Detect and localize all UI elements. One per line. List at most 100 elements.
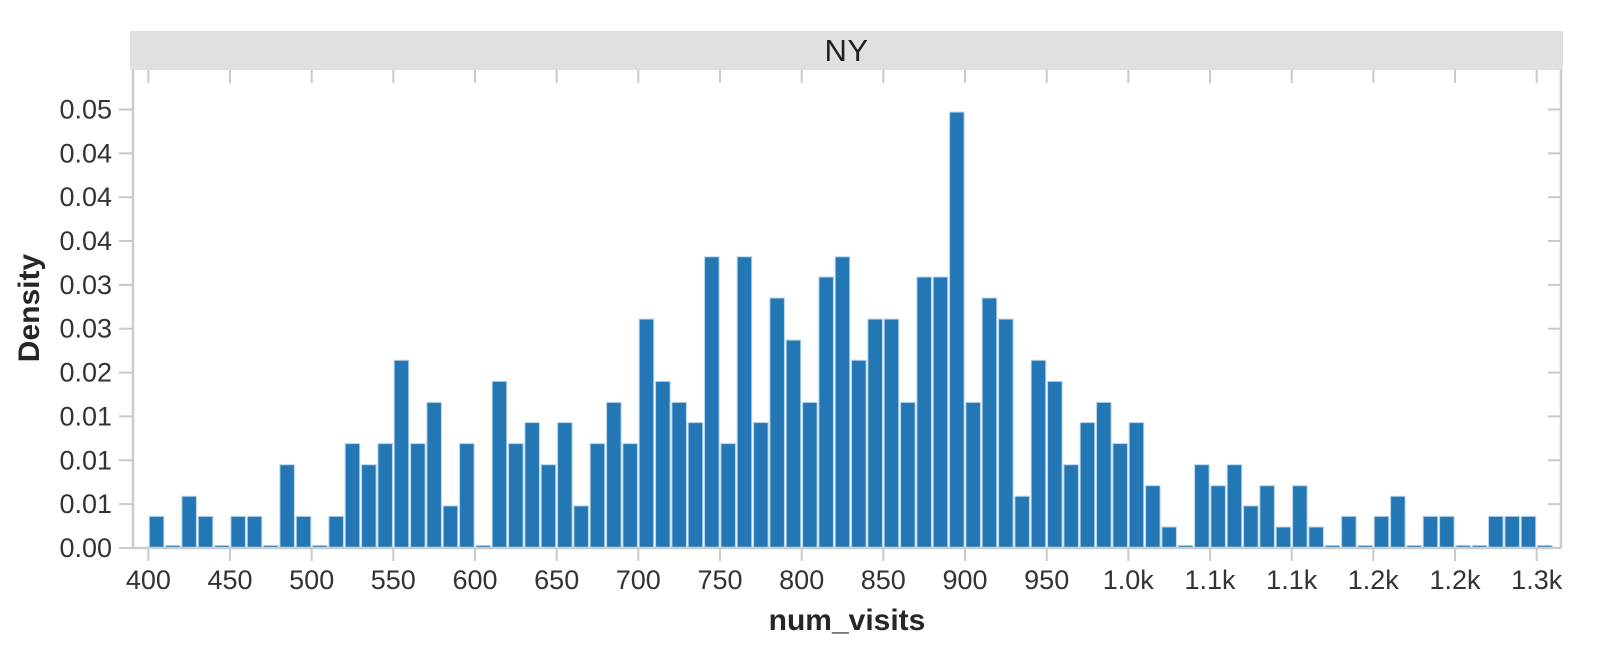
- histogram-bar[interactable]: [1063, 464, 1079, 549]
- histogram-bar[interactable]: [442, 505, 459, 549]
- histogram-bar[interactable]: [769, 297, 785, 549]
- histogram-bar[interactable]: [246, 515, 263, 549]
- histogram-bar[interactable]: [1341, 515, 1357, 549]
- histogram-bar[interactable]: [981, 297, 998, 549]
- histogram-bar[interactable]: [900, 401, 916, 549]
- histogram-bar[interactable]: [1112, 443, 1128, 549]
- histogram-bar[interactable]: [1259, 485, 1275, 549]
- x-tick-label: 900: [942, 565, 987, 595]
- y-axis-title: Density: [13, 253, 46, 363]
- y-tick-label: 0.05: [59, 95, 112, 125]
- x-tick-label: 650: [534, 565, 579, 595]
- histogram-bar[interactable]: [1308, 526, 1324, 549]
- histogram-bar[interactable]: [736, 256, 753, 549]
- histogram-bar[interactable]: [802, 401, 818, 549]
- histogram-bar[interactable]: [687, 422, 704, 549]
- y-tick-label: 0.03: [59, 270, 112, 300]
- y-tick-label: 0.02: [59, 358, 112, 388]
- histogram-bar[interactable]: [622, 443, 638, 549]
- histogram-bar[interactable]: [1422, 515, 1439, 549]
- histogram-bar[interactable]: [851, 359, 867, 549]
- x-tick-label: 1.1k: [1184, 565, 1236, 595]
- y-tick-label: 0.04: [59, 138, 112, 168]
- histogram-bar[interactable]: [540, 464, 557, 549]
- histogram-bar[interactable]: [491, 380, 508, 549]
- histogram-bar[interactable]: [1520, 515, 1537, 549]
- histogram-bar[interactable]: [573, 505, 589, 549]
- histogram-bar[interactable]: [965, 401, 981, 549]
- histogram-bar[interactable]: [1226, 464, 1243, 549]
- ticks-group: 400 450 500 550 600 650 700 750 800 850 900 950 1.0k…: [59, 70, 1563, 595]
- histogram-bar[interactable]: [638, 318, 655, 549]
- histogram-bar[interactable]: [1275, 526, 1292, 549]
- histogram-bar[interactable]: [949, 111, 965, 549]
- histogram-bar[interactable]: [1128, 422, 1145, 549]
- histogram-bar[interactable]: [671, 401, 687, 549]
- histogram-bar[interactable]: [410, 443, 426, 549]
- histogram-bar[interactable]: [377, 443, 393, 549]
- histogram-bar[interactable]: [1047, 380, 1063, 549]
- histogram-bar[interactable]: [328, 515, 344, 549]
- histogram-bar[interactable]: [883, 318, 900, 549]
- x-tick-label: 800: [779, 565, 824, 595]
- histogram-bar[interactable]: [1373, 515, 1390, 549]
- histogram-bar[interactable]: [916, 276, 932, 549]
- histogram-bar[interactable]: [393, 359, 410, 549]
- y-tick-label: 0.01: [59, 445, 112, 475]
- histogram-bar[interactable]: [1014, 495, 1030, 549]
- histogram-bar[interactable]: [1096, 401, 1112, 549]
- facet-title-band: NY: [130, 31, 1563, 70]
- histogram-bar[interactable]: [818, 276, 834, 549]
- histogram-bar[interactable]: [181, 495, 197, 549]
- histogram-bar[interactable]: [1243, 505, 1259, 549]
- histogram-bar[interactable]: [524, 422, 540, 549]
- histogram-bar[interactable]: [1145, 485, 1161, 549]
- histogram-bar[interactable]: [1504, 515, 1520, 549]
- histogram-bar[interactable]: [606, 401, 622, 549]
- histogram-bar[interactable]: [344, 443, 361, 549]
- histogram-bar[interactable]: [834, 256, 851, 549]
- x-tick-label: 1.3k: [1511, 565, 1563, 595]
- histogram-bar[interactable]: [279, 464, 295, 549]
- histogram-bar[interactable]: [932, 276, 949, 549]
- histogram-bar[interactable]: [1210, 485, 1226, 549]
- histogram-bar[interactable]: [867, 318, 883, 549]
- histogram-bar[interactable]: [1030, 359, 1047, 549]
- x-tick-label: 750: [697, 565, 742, 595]
- histogram-bar[interactable]: [1390, 495, 1406, 549]
- histogram-bar[interactable]: [1079, 422, 1096, 549]
- x-tick-label: 1.1k: [1266, 565, 1318, 595]
- histogram-bar[interactable]: [230, 515, 246, 549]
- histogram-bar[interactable]: [1194, 464, 1210, 549]
- bars-group: [148, 111, 1553, 549]
- y-tick-label: 0.04: [59, 182, 112, 212]
- y-tick-label: 0.04: [59, 226, 112, 256]
- histogram-bar[interactable]: [704, 256, 720, 549]
- histogram-bar[interactable]: [1439, 515, 1455, 549]
- x-tick-label: 950: [1024, 565, 1069, 595]
- histogram-bar[interactable]: [459, 443, 475, 549]
- histogram-bar[interactable]: [557, 422, 573, 549]
- x-tick-label: 1.0k: [1103, 565, 1155, 595]
- histogram-bar[interactable]: [655, 380, 671, 549]
- histogram-bar[interactable]: [785, 339, 802, 549]
- histogram-bar[interactable]: [589, 443, 606, 549]
- histogram-bar[interactable]: [1488, 515, 1504, 549]
- x-tick-label: 700: [616, 565, 661, 595]
- histogram-bar[interactable]: [197, 515, 214, 549]
- histogram-bar[interactable]: [508, 443, 524, 549]
- x-tick-label: 400: [126, 565, 171, 595]
- histogram-bar[interactable]: [426, 401, 442, 549]
- x-tick-label: 600: [452, 565, 497, 595]
- histogram-bar[interactable]: [361, 464, 377, 549]
- histogram-bar[interactable]: [998, 318, 1014, 549]
- histogram-bar[interactable]: [295, 515, 312, 549]
- x-tick-label: 450: [207, 565, 252, 595]
- histogram-bar[interactable]: [753, 422, 769, 549]
- histogram-bar[interactable]: [720, 443, 736, 549]
- histogram-bar[interactable]: [1161, 526, 1177, 549]
- histogram-bar[interactable]: [1292, 485, 1308, 549]
- histogram-bar[interactable]: [148, 515, 165, 549]
